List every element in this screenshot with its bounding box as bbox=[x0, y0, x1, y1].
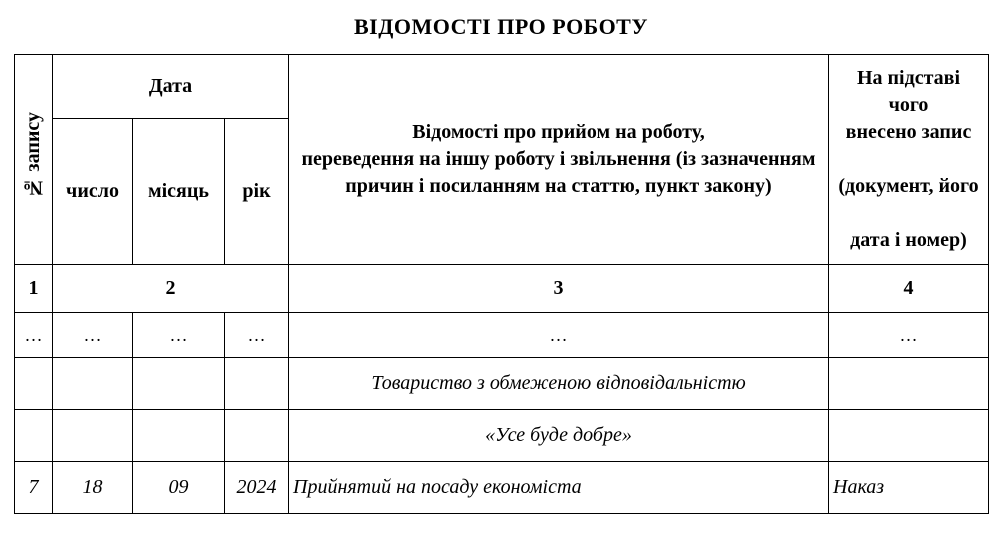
hdr-date: Дата bbox=[53, 55, 289, 119]
entry-desc: Прийнятий на посаду економіста bbox=[289, 462, 829, 514]
hdr-basis: На підставі чоговнесено запис(документ, … bbox=[829, 55, 989, 265]
org1-c1 bbox=[15, 358, 53, 410]
work-record-table: № запису Дата Відомості про прийом на ро… bbox=[14, 54, 989, 514]
entry-basis: Наказ bbox=[829, 462, 989, 514]
org2-c6 bbox=[829, 410, 989, 462]
colnum-2: 2 bbox=[53, 265, 289, 313]
entry-row: 7 18 09 2024 Прийнятий на посаду економі… bbox=[15, 462, 989, 514]
ell-5: … bbox=[289, 313, 829, 358]
page: ВІДОМОСТІ ПРО РОБОТУ № запису Дата Відом… bbox=[0, 0, 1002, 559]
entry-year: 2024 bbox=[225, 462, 289, 514]
column-number-row: 1 2 3 4 bbox=[15, 265, 989, 313]
org-row-1: Товариство з обмеженою відповідальністю bbox=[15, 358, 989, 410]
ell-2: … bbox=[53, 313, 133, 358]
entry-day: 18 bbox=[53, 462, 133, 514]
ell-6: … bbox=[829, 313, 989, 358]
colnum-3: 3 bbox=[289, 265, 829, 313]
hdr-description: Відомості про прийом на роботу,переведен… bbox=[289, 55, 829, 265]
ell-3: … bbox=[133, 313, 225, 358]
entry-month: 09 bbox=[133, 462, 225, 514]
org-row-2: «Усе буде добре» bbox=[15, 410, 989, 462]
ell-4: … bbox=[225, 313, 289, 358]
org1-c3 bbox=[133, 358, 225, 410]
org2-c3 bbox=[133, 410, 225, 462]
page-title: ВІДОМОСТІ ПРО РОБОТУ bbox=[14, 14, 988, 40]
org1-c2 bbox=[53, 358, 133, 410]
header-row-1: № запису Дата Відомості про прийом на ро… bbox=[15, 55, 989, 119]
org1-c4 bbox=[225, 358, 289, 410]
hdr-record-no: № запису bbox=[15, 55, 53, 265]
org1-c6 bbox=[829, 358, 989, 410]
org1-desc: Товариство з обмеженою відповідальністю bbox=[289, 358, 829, 410]
org2-c1 bbox=[15, 410, 53, 462]
hdr-month: місяць bbox=[133, 119, 225, 265]
hdr-year: рік bbox=[225, 119, 289, 265]
hdr-day: число bbox=[53, 119, 133, 265]
ellipsis-row: … … … … … … bbox=[15, 313, 989, 358]
colnum-1: 1 bbox=[15, 265, 53, 313]
ell-1: … bbox=[15, 313, 53, 358]
hdr-record-no-label: № запису bbox=[20, 106, 47, 204]
org2-c2 bbox=[53, 410, 133, 462]
colnum-4: 4 bbox=[829, 265, 989, 313]
entry-num: 7 bbox=[15, 462, 53, 514]
org2-desc: «Усе буде добре» bbox=[289, 410, 829, 462]
org2-c4 bbox=[225, 410, 289, 462]
